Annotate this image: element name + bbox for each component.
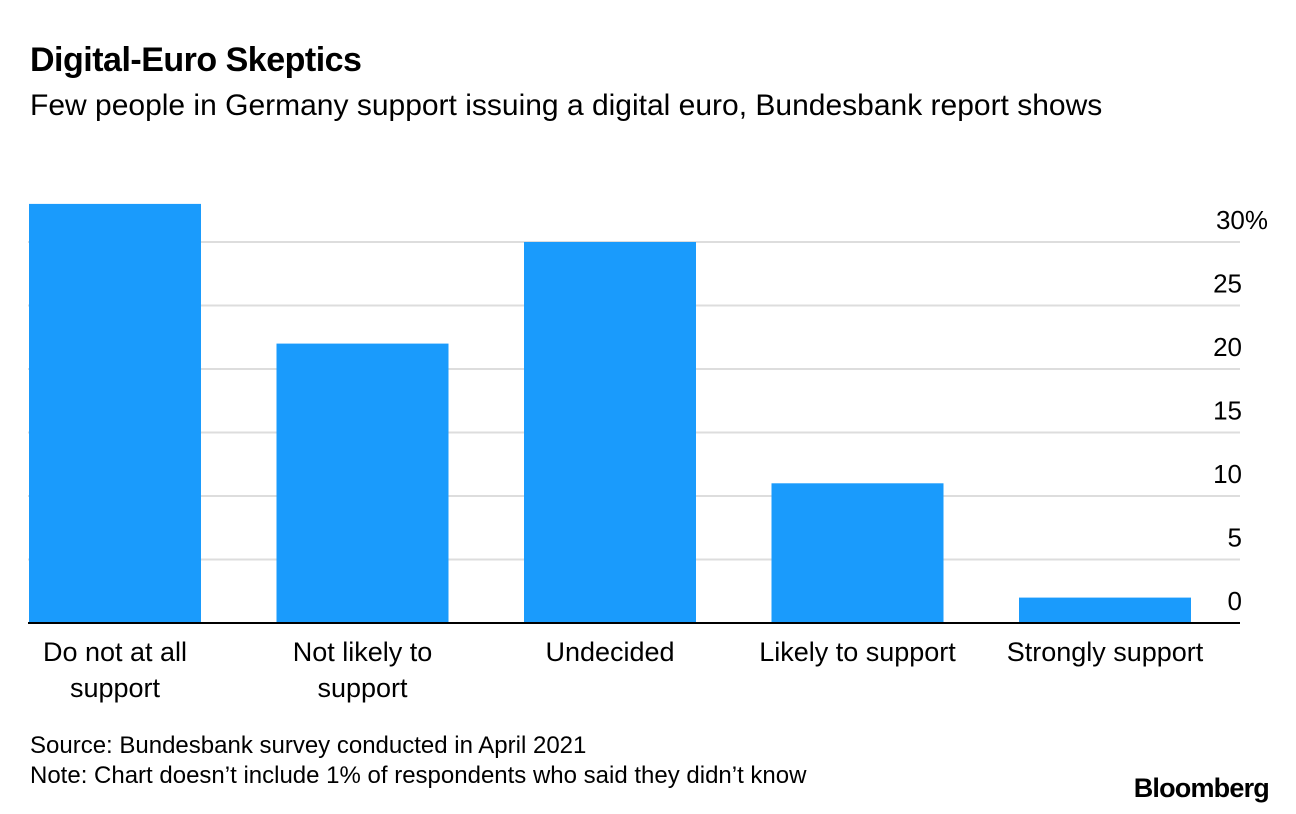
x-tick-label: support — [317, 673, 408, 703]
x-tick-label: Likely to support — [759, 637, 956, 667]
bloomberg-logo: Bloomberg — [1133, 773, 1270, 803]
x-tick-label: Not likely to — [293, 637, 433, 667]
y-tick-label: 5 — [1228, 523, 1242, 553]
bar — [771, 483, 944, 623]
bar — [276, 343, 449, 623]
source-note: Source: Bundesbank survey conducted in A… — [30, 732, 587, 759]
y-tick-label: 10 — [1213, 459, 1242, 489]
bar — [29, 203, 201, 623]
x-tick-label: Undecided — [545, 637, 674, 667]
chart-subtitle: Few people in Germany support issuing a … — [30, 89, 1103, 122]
footnote: Note: Chart doesn’t include 1% of respon… — [30, 762, 807, 789]
y-tick-label: 20 — [1213, 332, 1242, 362]
y-tick-label: 0 — [1228, 586, 1242, 616]
y-tick-label: 30% — [1216, 205, 1268, 235]
x-tick-label: Strongly support — [1007, 637, 1204, 667]
bar — [524, 242, 696, 623]
y-tick-label: 25 — [1213, 269, 1242, 299]
x-tick-label: Do not at all — [43, 637, 187, 667]
chart-title: Digital-Euro Skeptics — [30, 41, 362, 79]
x-tick-label: support — [70, 673, 161, 703]
y-tick-label: 15 — [1213, 396, 1242, 426]
bar — [1019, 597, 1191, 623]
